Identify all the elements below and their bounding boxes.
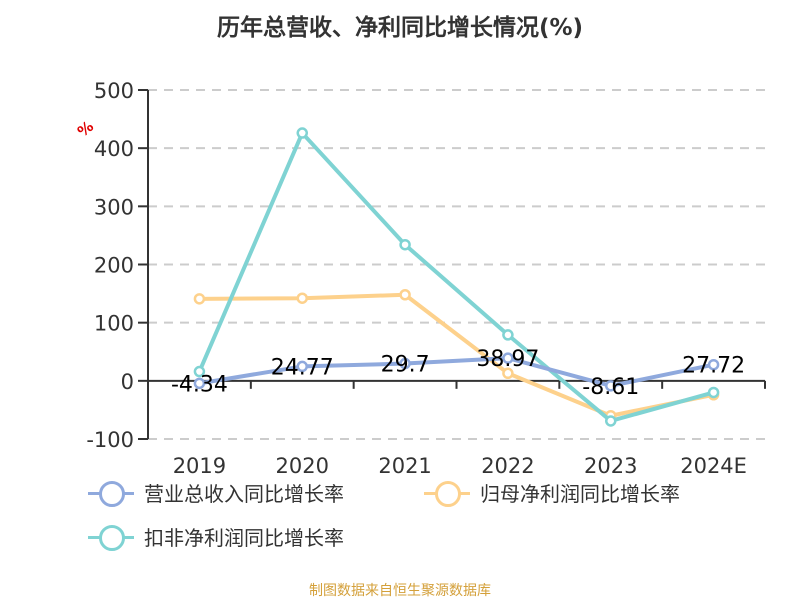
y-tick-label: -100 — [86, 428, 134, 452]
y-tick-label: 400 — [94, 137, 134, 161]
data-point[interactable] — [399, 238, 411, 251]
chart-title: 历年总营收、净利同比增长情况(%) — [216, 15, 584, 41]
data-point[interactable] — [399, 288, 411, 301]
data-point[interactable] — [193, 377, 206, 390]
data-point[interactable] — [605, 415, 617, 427]
x-tick-label: 2023 — [584, 454, 637, 478]
legend-label: 扣非净利润同比增长率 — [144, 526, 344, 550]
x-tick-label: 2020 — [276, 454, 329, 478]
x-tick-label: 2019 — [173, 454, 226, 478]
data-label: 38.97 — [476, 347, 539, 372]
data-label: 29.7 — [381, 353, 430, 378]
legend-marker-icon — [88, 524, 134, 551]
data-point[interactable] — [502, 329, 514, 341]
data-point[interactable] — [502, 352, 514, 364]
data-point[interactable] — [296, 292, 308, 304]
series-line — [199, 356, 714, 388]
legend-label: 归母净利润同比增长率 — [480, 482, 680, 506]
y-tick-label: 300 — [94, 195, 134, 219]
data-label: -4.34 — [171, 372, 228, 397]
data-label: 24.77 — [271, 355, 334, 380]
x-tick-label: 2021 — [378, 454, 431, 478]
legend-item-revenue[interactable]: 营业总收入同比增长率 — [88, 478, 344, 507]
data-label: 27.72 — [682, 354, 745, 379]
data-point[interactable] — [193, 365, 206, 378]
data-point[interactable] — [707, 386, 720, 399]
y-tick-label: 200 — [94, 254, 134, 278]
data-source-footer: 制图数据来自恒生聚源数据库 — [309, 583, 491, 599]
data-point[interactable] — [399, 357, 411, 370]
data-point[interactable] — [296, 360, 308, 373]
legend-marker-icon — [88, 480, 134, 507]
data-point[interactable] — [193, 293, 206, 305]
x-tick-label: 2024E — [680, 454, 747, 478]
data-point[interactable] — [707, 358, 720, 371]
x-tick-label: 2022 — [481, 454, 534, 478]
data-point[interactable] — [296, 127, 308, 139]
legend-marker-icon — [424, 480, 470, 507]
data-point[interactable] — [502, 367, 514, 380]
legend-item-deducted-net-profit[interactable]: 扣非净利润同比增长率 — [88, 522, 344, 551]
data-point[interactable] — [605, 380, 617, 392]
legend-label: 营业总收入同比增长率 — [144, 482, 344, 506]
y-tick-label: 0 — [121, 370, 134, 394]
series-line — [199, 292, 714, 418]
data-label: -8.61 — [582, 375, 639, 400]
y-tick-label: 500 — [94, 79, 134, 103]
y-tick-label: 100 — [94, 312, 134, 336]
series-line — [197, 131, 715, 423]
legend-item-net-profit[interactable]: 归母净利润同比增长率 — [424, 478, 680, 507]
